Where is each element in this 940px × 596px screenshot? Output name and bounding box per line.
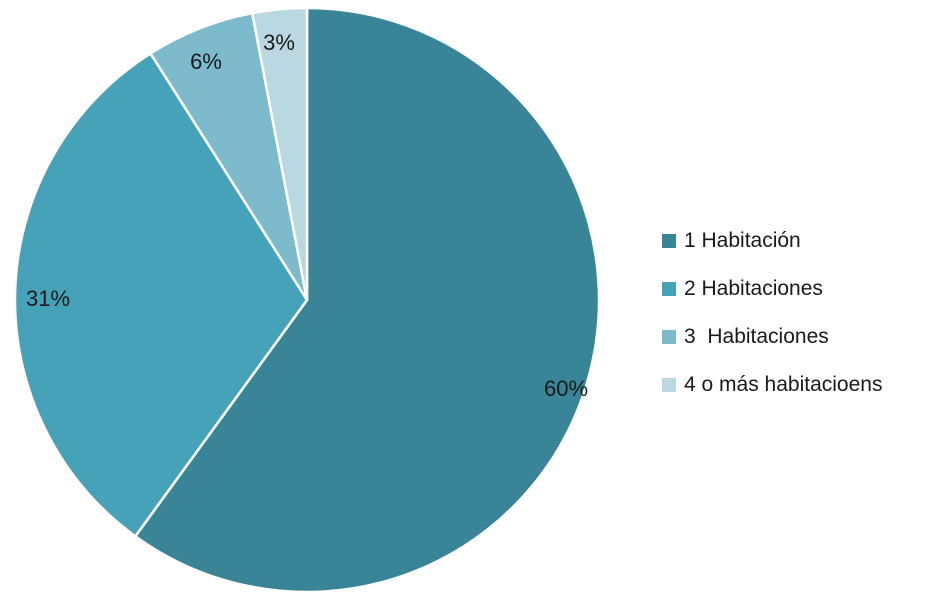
pie-value-label-2-habitaciones: 31% [26, 286, 70, 311]
pie-value-label-4-o-mas-habitacioens: 3% [263, 30, 295, 55]
legend-label-3-habitaciones: 3 Habitaciones [684, 325, 829, 348]
legend-item-2-habitaciones: 2 Habitaciones [662, 272, 882, 306]
legend-label-1-habitacion: 1 Habitación [684, 229, 801, 252]
legend-swatch-1-habitacion [662, 234, 676, 248]
pie-value-labels: 60% 31% 6% 3% [26, 30, 588, 401]
pie-slices [13, 6, 601, 594]
pie-value-label-3-habitaciones: 6% [190, 49, 222, 74]
legend-swatch-2-habitaciones [662, 282, 676, 296]
legend-item-1-habitacion: 1 Habitación [662, 224, 882, 258]
legend-label-4-o-mas-habitaciones: 4 o más habitacioens [684, 373, 883, 396]
pie-value-label-1-habitacion: 60% [544, 376, 588, 401]
legend-swatch-3-habitaciones [662, 330, 676, 344]
legend-item-4-o-mas-habitaciones: 4 o más habitacioens [662, 368, 882, 402]
legend-item-3-habitaciones: 3 Habitaciones [662, 320, 882, 354]
pie-slice-2-habitaciones [13, 52, 309, 538]
pie-slice-4-o-mas-habitacioens [251, 6, 309, 302]
legend-swatch-4-o-mas-habitaciones [662, 378, 676, 392]
legend-label-2-habitaciones: 2 Habitaciones [684, 277, 823, 300]
legend: 1 Habitación 2 Habitaciones 3 Habitacion… [662, 224, 882, 416]
pie-slice-1-habitacion [134, 6, 601, 594]
